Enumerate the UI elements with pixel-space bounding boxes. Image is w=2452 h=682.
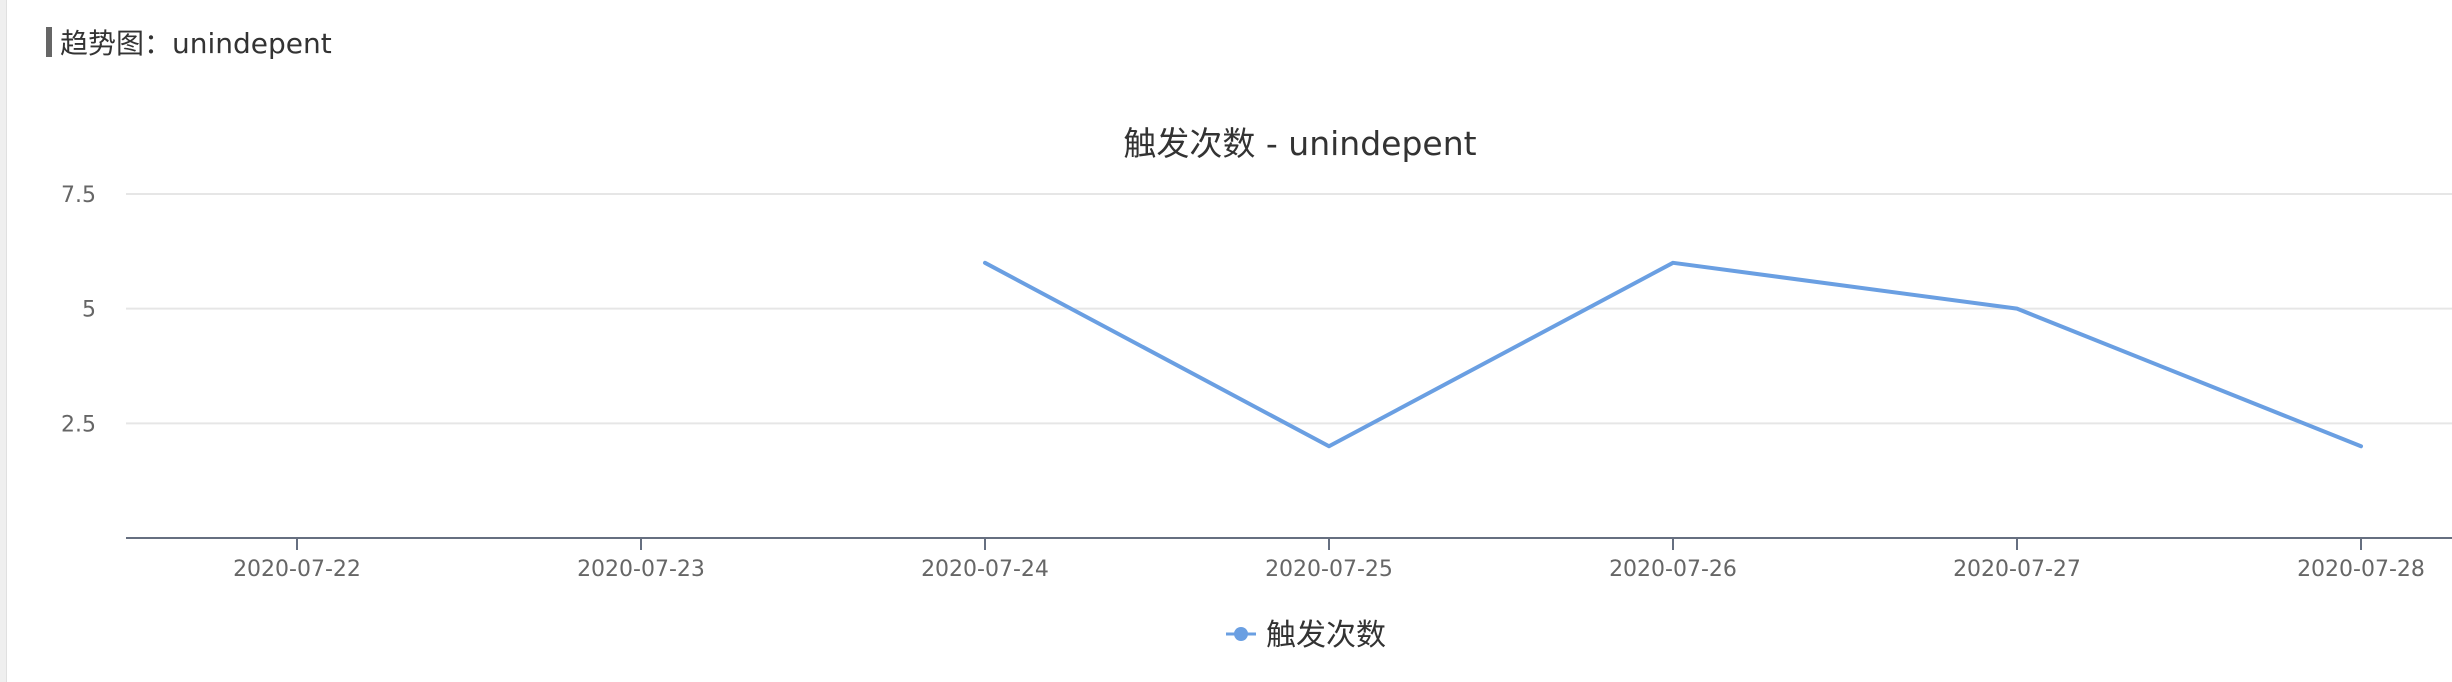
- legend-item[interactable]: 触发次数: [1226, 618, 1386, 653]
- x-tick-label: 2020-07-22: [233, 557, 361, 582]
- x-tick-label: 2020-07-25: [1265, 557, 1393, 582]
- x-tick-label: 2020-07-28: [2297, 557, 2425, 582]
- x-tick-label: 2020-07-24: [921, 557, 1049, 582]
- header-accent-bar: [46, 27, 52, 57]
- x-axis-ticks: 2020-07-22 2020-07-23 2020-07-24 2020-07-25…: [233, 538, 2425, 582]
- x-tick-label: 2020-07-27: [1953, 557, 2081, 582]
- legend-marker-icon: [1234, 627, 1248, 641]
- section-header: 趋势图：unindepent: [46, 22, 332, 62]
- x-tick-label: 2020-07-23: [577, 557, 705, 582]
- legend-label: 触发次数: [1266, 618, 1386, 653]
- chart-legend[interactable]: 触发次数: [1226, 618, 1386, 653]
- x-tick-label: 2020-07-26: [1609, 557, 1737, 582]
- y-axis-labels: 2.5 5 7.5: [61, 183, 96, 437]
- y-tick-label: 2.5: [61, 412, 96, 437]
- y-tick-label: 7.5: [61, 183, 96, 208]
- y-tick-label: 5: [82, 298, 96, 323]
- series-line: [983, 260, 2363, 449]
- left-panel-border: [0, 0, 7, 682]
- chart-series: [983, 260, 2363, 449]
- chart-grid: [126, 193, 2452, 425]
- section-title: 趋势图：unindepent: [60, 27, 332, 60]
- chart-title: 触发次数 - unindepent: [1123, 124, 1476, 163]
